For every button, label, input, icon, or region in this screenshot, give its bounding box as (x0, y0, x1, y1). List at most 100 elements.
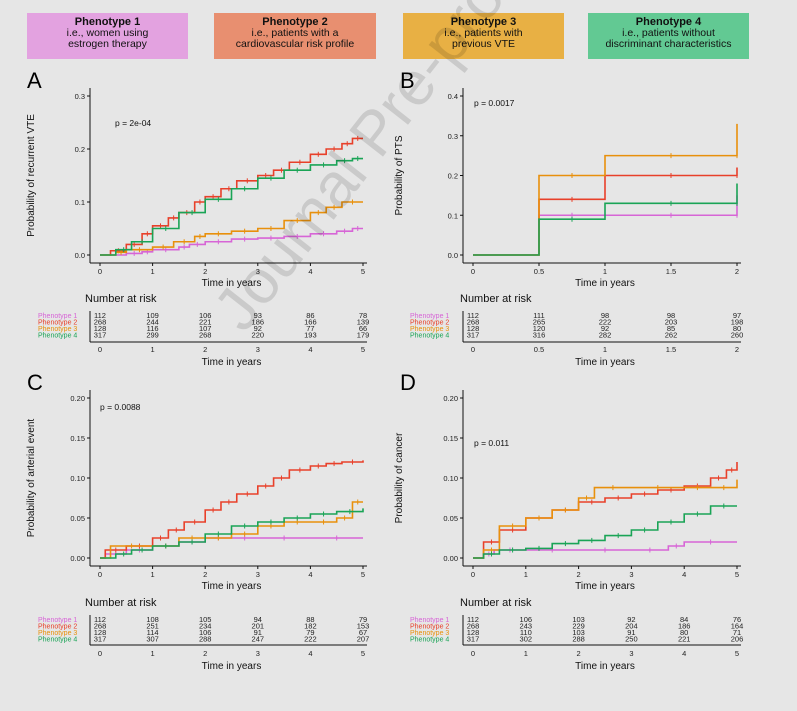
legend-line: cardiovascular risk profile (235, 38, 355, 50)
risk-row-label: Phenotype 4 (410, 333, 449, 340)
legend-title: Phenotype 2 (262, 16, 328, 28)
risk-x-tick-label: 2 (203, 345, 207, 354)
km-curve-phenotype-2 (473, 462, 738, 559)
risk-x-tick-label: 3 (629, 649, 633, 658)
risk-x-tick-label: 1.5 (666, 345, 676, 354)
risk-count: 88 (306, 615, 314, 624)
risk-x-tick-label: 3 (256, 649, 260, 658)
x-axis-label: Time in years (202, 581, 262, 592)
risk-count: 92 (627, 615, 635, 624)
risk-count: 262 (665, 331, 678, 340)
legend-line: i.e., patients without (622, 27, 715, 39)
x-tick-label: 1.5 (666, 267, 676, 276)
legend-line: estrogen therapy (68, 38, 147, 50)
risk-count: 98 (667, 311, 675, 320)
legend-phenotype-4: Phenotype 4 i.e., patients without discr… (588, 13, 749, 59)
x-tick-label: 4 (308, 267, 312, 276)
y-tick-label: 0.00 (443, 554, 458, 563)
risk-count: 128 (467, 628, 480, 637)
risk-count: 317 (94, 331, 107, 340)
risk-row-label: Phenotype 2 (38, 624, 77, 631)
y-tick-label: 0.05 (443, 514, 458, 523)
risk-row-label: Phenotype 2 (410, 624, 449, 631)
risk-count: 110 (520, 628, 532, 637)
risk-x-tick-label: 1 (524, 649, 528, 658)
risk-count: 91 (254, 628, 262, 637)
risk-x-tick-label: 1 (151, 345, 155, 354)
panel-d: D 0.00 0.05 0.10 0.15 0.20 0 1 2 3 4 5 Time in years… (394, 370, 743, 672)
risk-count: 92 (601, 324, 609, 333)
risk-count: 91 (627, 628, 635, 637)
y-axis-label: Probability of recurrent VTE (26, 114, 37, 237)
panel-letter: D (400, 370, 416, 395)
number-at-risk-title: Number at risk (460, 597, 532, 609)
risk-count: 244 (146, 318, 159, 327)
risk-row-label: Phenotype 4 (38, 333, 77, 340)
x-tick-label: 2 (735, 267, 739, 276)
y-tick-label: 0.2 (75, 145, 85, 154)
x-tick-label: 3 (256, 267, 260, 276)
risk-count: 220 (252, 331, 265, 340)
risk-count: 84 (680, 615, 688, 624)
risk-count: 112 (467, 311, 479, 320)
risk-count: 250 (625, 635, 638, 644)
risk-count: 80 (680, 628, 688, 637)
x-tick-label: 3 (629, 570, 633, 579)
risk-count: 80 (733, 324, 741, 333)
risk-x-tick-label: 1 (603, 345, 607, 354)
risk-x-axis-label: Time in years (575, 661, 635, 672)
number-at-risk-title: Number at risk (85, 597, 157, 609)
y-tick-label: 0.15 (70, 434, 85, 443)
risk-count: 221 (199, 318, 212, 327)
risk-count: 316 (533, 331, 546, 340)
risk-count: 164 (731, 622, 744, 631)
risk-count: 109 (146, 311, 159, 320)
risk-count: 112 (94, 311, 106, 320)
panel-a: A 0.0 0.1 0.2 0.3 0 1 2 3 4 5 Time in years Probabil… (26, 68, 369, 368)
risk-count: 77 (306, 324, 314, 333)
km-curve-phenotype-4 (100, 508, 364, 559)
risk-count: 114 (147, 628, 159, 637)
x-tick-label: 1 (151, 267, 155, 276)
x-tick-label: 2 (577, 570, 581, 579)
x-tick-label: 5 (735, 570, 739, 579)
risk-x-tick-label: 5 (735, 649, 739, 658)
risk-x-tick-label: 0 (471, 345, 475, 354)
risk-count: 166 (304, 318, 317, 327)
x-tick-label: 1 (524, 570, 528, 579)
km-curve-phenotype-2 (100, 460, 364, 559)
risk-row-label: Phenotype 1 (38, 313, 77, 320)
y-tick-label: 0.4 (448, 92, 458, 101)
risk-count: 268 (467, 318, 480, 327)
x-tick-label: 2 (203, 570, 207, 579)
risk-count: 221 (678, 635, 691, 644)
x-axis-label: Time in years (202, 278, 262, 289)
risk-count: 268 (467, 622, 480, 631)
x-tick-label: 4 (682, 570, 686, 579)
legend-phenotype-1: Phenotype 1 i.e., women using estrogen t… (27, 13, 188, 59)
risk-count: 186 (678, 622, 691, 631)
risk-count: 186 (252, 318, 265, 327)
km-curve-phenotype-3 (473, 479, 738, 559)
risk-count: 92 (254, 324, 262, 333)
risk-x-tick-label: 2 (203, 649, 207, 658)
risk-count: 193 (304, 331, 317, 340)
risk-x-tick-label: 3 (256, 345, 260, 354)
risk-count: 103 (572, 615, 585, 624)
legend-line: discriminant characteristics (605, 38, 732, 50)
legend-line: i.e., patients with a (251, 27, 339, 39)
risk-row-label: Phenotype 3 (410, 630, 449, 637)
risk-row-label: Phenotype 1 (410, 313, 449, 320)
risk-count: 86 (306, 311, 314, 320)
risk-count: 251 (146, 622, 159, 631)
risk-count: 108 (146, 615, 159, 624)
risk-count: 302 (520, 635, 533, 644)
x-tick-label: 0 (471, 570, 475, 579)
panel-b: B 0.0 0.1 0.2 0.3 0.4 0 0.5 1 1.5 2 Time in years Pr… (394, 68, 743, 368)
risk-count: 66 (359, 324, 367, 333)
risk-x-tick-label: 0 (471, 649, 475, 658)
y-tick-label: 0.1 (448, 211, 458, 220)
km-curve-phenotype-3 (100, 201, 363, 256)
km-curve-phenotype-4 (100, 157, 363, 256)
